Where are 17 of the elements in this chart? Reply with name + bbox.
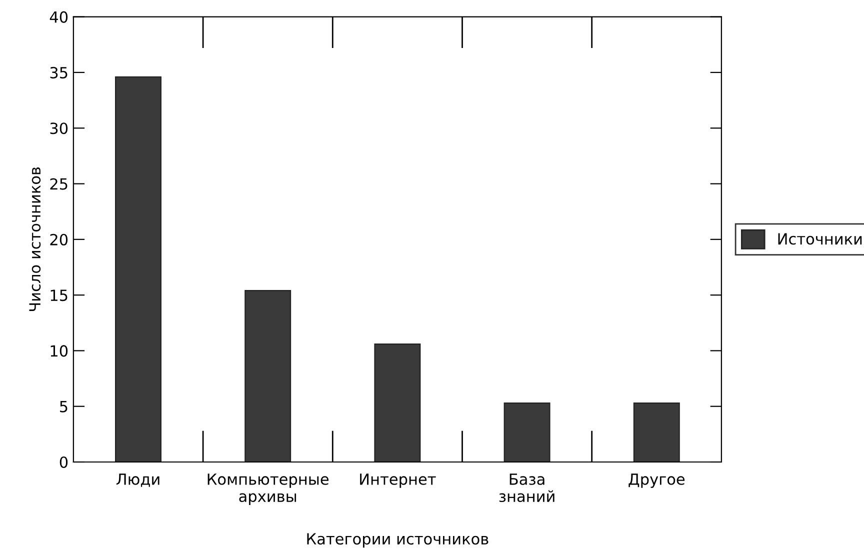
y-tick-label: 15 — [50, 290, 68, 302]
y-tick-label: 20 — [50, 234, 68, 246]
legend-label: Источники — [778, 233, 862, 245]
x-tick-label: База знаний — [499, 474, 554, 502]
x-tick-label: Другое — [628, 474, 685, 488]
y-tick-label: 35 — [50, 66, 68, 78]
x-tick-label: Интернет — [360, 474, 436, 488]
y-tick-label: 10 — [50, 345, 68, 357]
y-tick-label: 5 — [60, 401, 68, 412]
x-tick-label: Люди — [116, 474, 160, 487]
y-axis-title: Число источников — [29, 167, 41, 312]
x-axis-title: Категории источников — [307, 533, 488, 548]
y-tick-label: 30 — [50, 122, 68, 134]
x-tick-label: Компьютерные архивы — [208, 474, 329, 506]
y-tick-label: 40 — [50, 11, 68, 23]
y-tick-label: 0 — [60, 456, 68, 468]
y-tick-label: 25 — [50, 178, 68, 190]
